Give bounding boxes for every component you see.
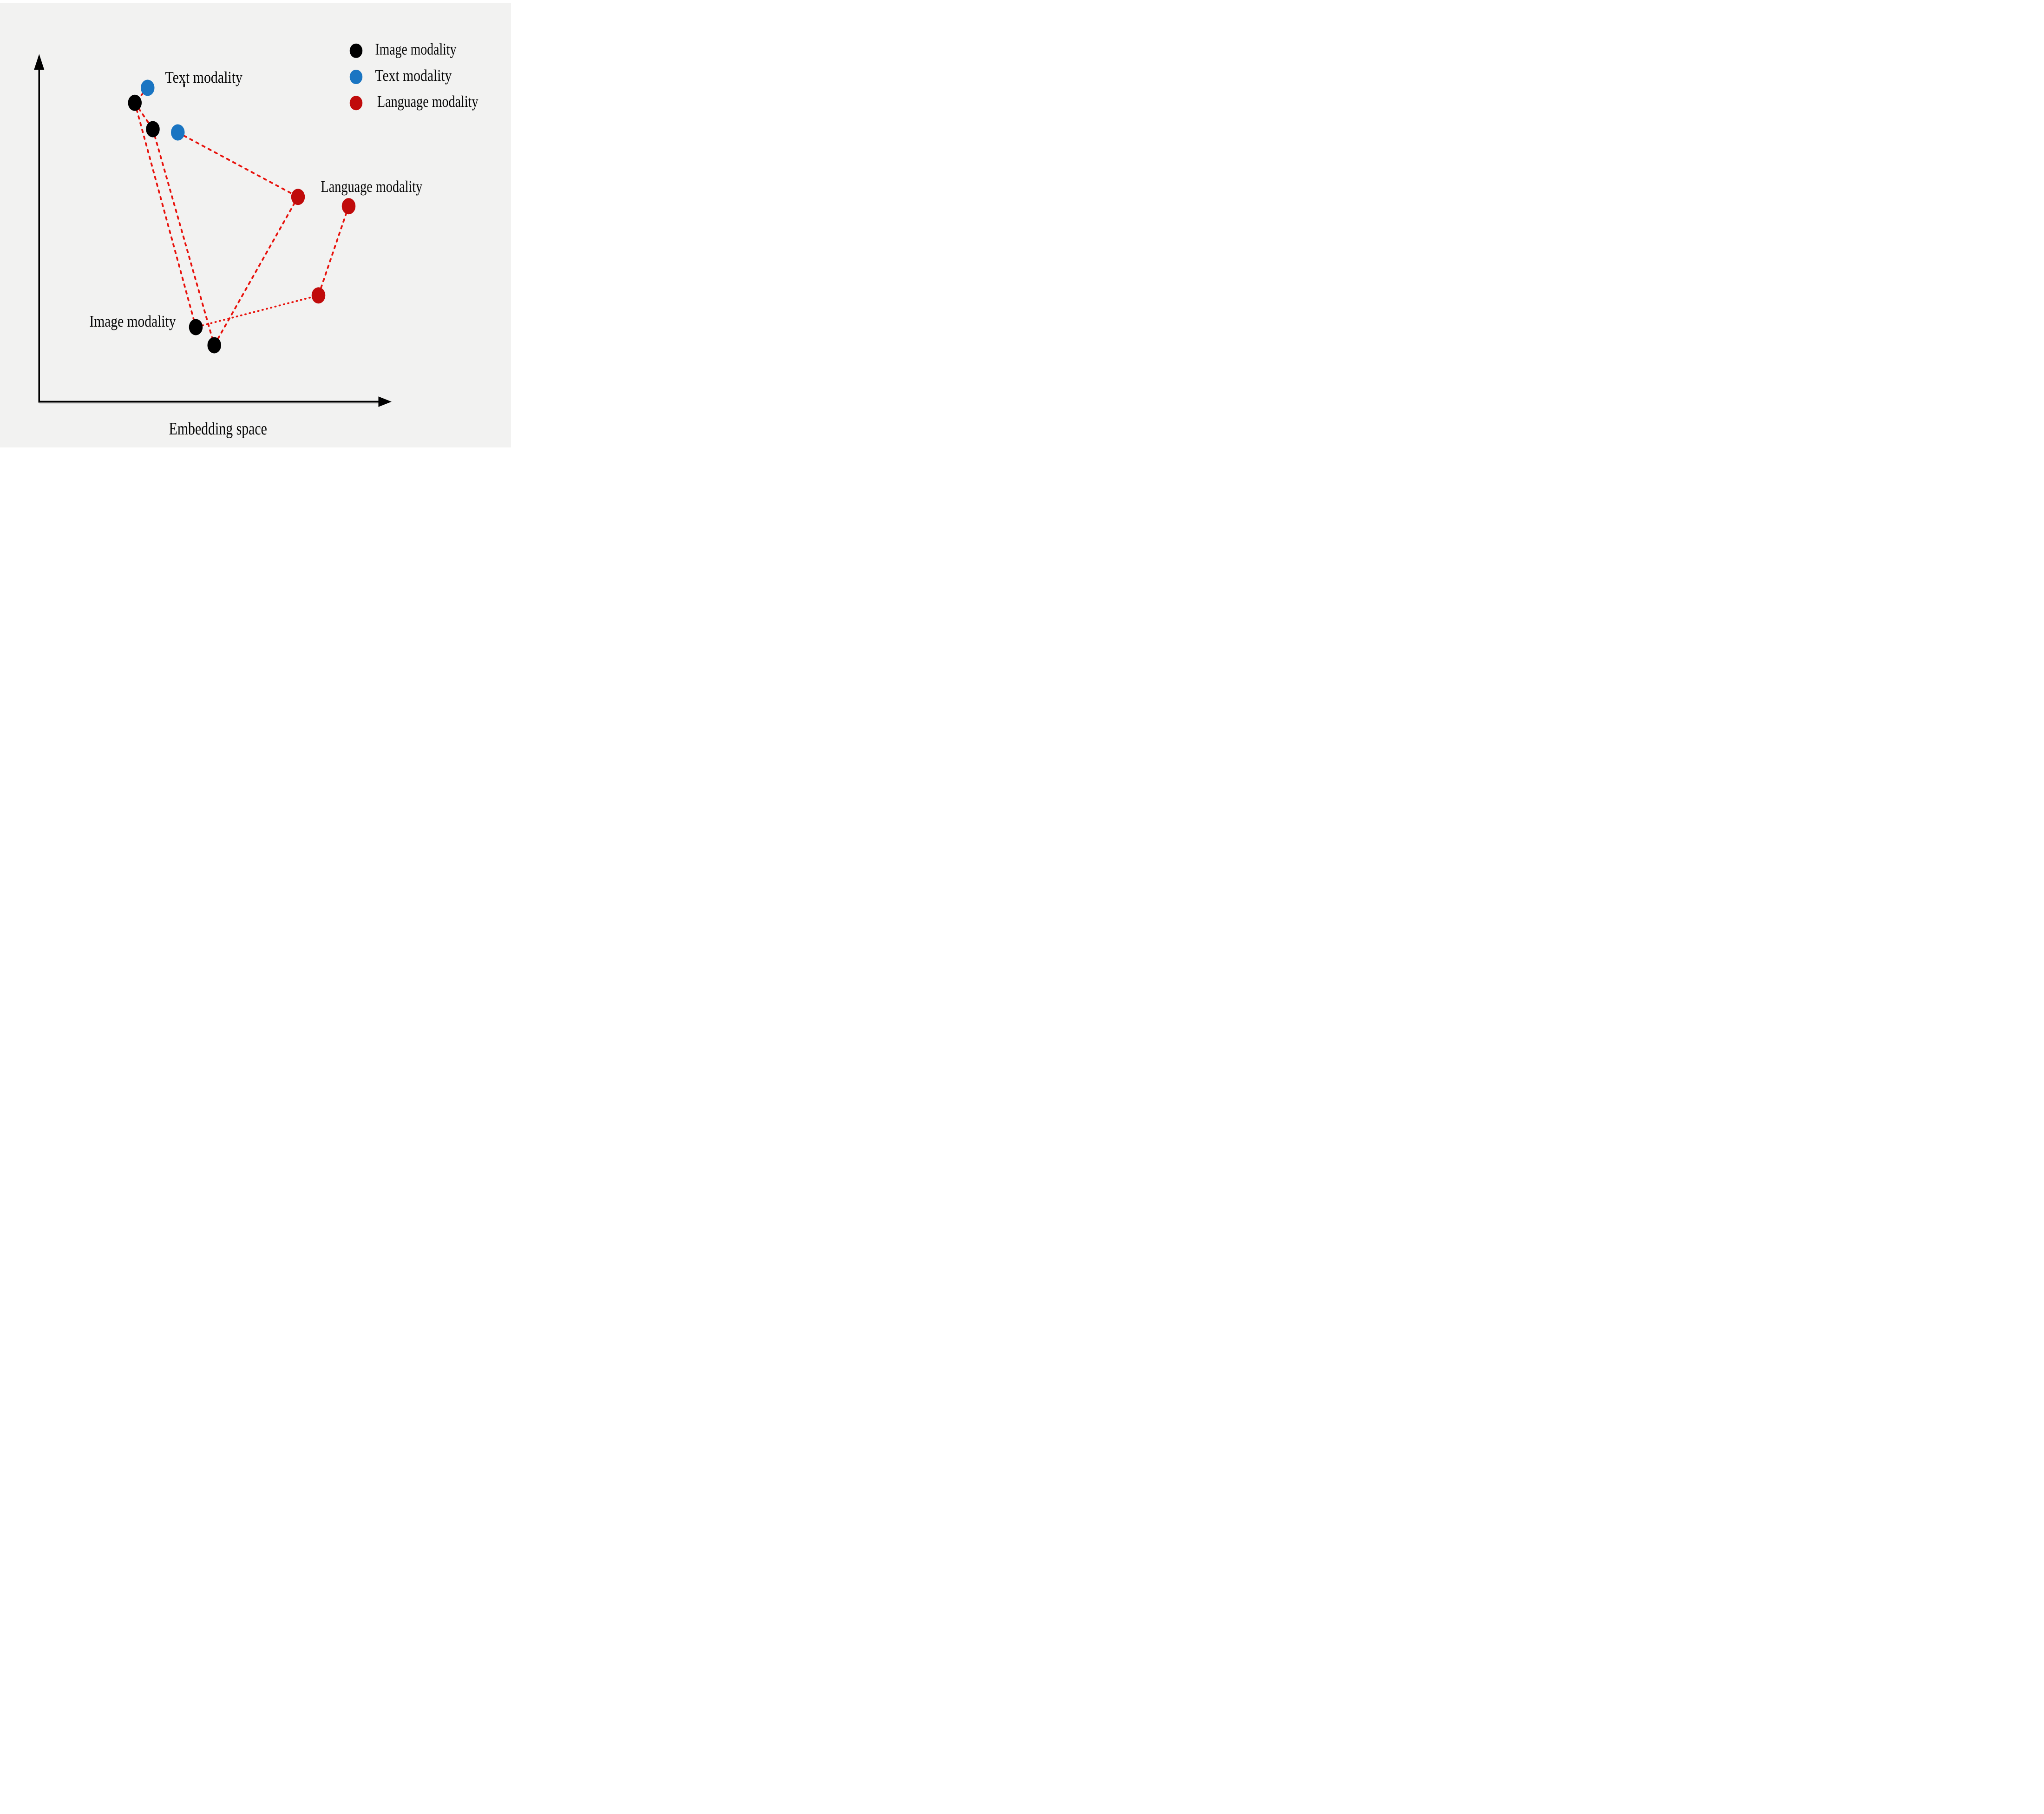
- legend: Image modality Text modality Language mo…: [349, 40, 478, 111]
- y-axis-arrowhead-icon: [34, 54, 45, 70]
- edge-image-2-image-4: [152, 128, 216, 346]
- cluster-labels: Text modality Language modality Image mo…: [90, 68, 423, 330]
- image-modality-dot-image-4: [207, 337, 221, 354]
- edge-lang-1-image-4: [213, 196, 299, 346]
- x-axis-shadow: [39, 402, 379, 404]
- image-modality-dot-image-1: [128, 94, 142, 111]
- text-cluster-label: Text modality: [165, 68, 243, 86]
- language-modality-dot-lang-1: [291, 189, 305, 205]
- edge-lang-3-image-3: [195, 294, 320, 328]
- image-modality-dot-image-3: [189, 319, 203, 335]
- text-modality-dot-text-2: [171, 124, 185, 141]
- image-cluster-label: Image modality: [90, 312, 176, 330]
- language-cluster-label: Language modality: [321, 177, 423, 196]
- edge-image-1-image-2: [134, 102, 154, 130]
- nodes-layer: [128, 79, 356, 354]
- language-modality-dot-lang-3: [311, 287, 326, 304]
- legend-item-image: Image modality: [349, 40, 457, 59]
- language-modality-dot-lang-2: [341, 198, 356, 215]
- x-axis-label: Embedding space: [169, 419, 267, 439]
- edge-lang-2-lang-3: [317, 205, 350, 296]
- legend-language-dot-icon: [349, 96, 363, 111]
- figure-canvas: Embedding space Text modality Language m…: [0, 0, 511, 454]
- image-modality-dot-image-2: [146, 121, 160, 138]
- stray-dot-mark: [183, 83, 185, 87]
- figure: Embedding space Text modality Language m…: [0, 0, 511, 454]
- figure-background: [0, 0, 511, 454]
- legend-item-text: Text modality: [349, 66, 452, 85]
- edge-text-2-lang-1: [177, 131, 299, 198]
- legend-image-label: Image modality: [375, 40, 457, 59]
- legend-image-dot-icon: [349, 43, 363, 58]
- bottom-margin-band: [0, 447, 511, 454]
- legend-text-dot-icon: [349, 70, 363, 84]
- top-margin-band: [0, 0, 511, 3]
- text-modality-dot-text-1: [141, 79, 155, 96]
- legend-text-label: Text modality: [375, 66, 452, 85]
- legend-language-label: Language modality: [377, 92, 478, 111]
- axes: Embedding space: [34, 54, 392, 439]
- x-axis-arrowhead-icon: [378, 396, 392, 407]
- legend-item-language: Language modality: [349, 92, 478, 111]
